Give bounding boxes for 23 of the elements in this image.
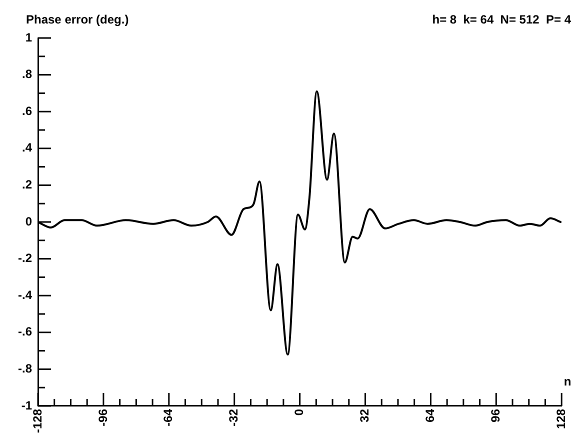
- chart-subtitle: h= 8 k= 64 N= 512 P= 4: [432, 12, 572, 26]
- x-axis-title: n: [564, 374, 572, 388]
- y-tick-label: .6: [22, 104, 32, 118]
- y-tick-label: .4: [22, 140, 32, 155]
- y-tick-label: 0: [25, 214, 32, 228]
- x-tick-label: -96: [96, 408, 110, 426]
- y-tick-label: -1: [21, 398, 32, 412]
- x-tick-label: -64: [161, 408, 176, 426]
- chart-title: Phase error (deg.): [26, 12, 129, 26]
- x-tick-label: 64: [423, 408, 438, 422]
- y-tick-label: -.2: [18, 251, 32, 266]
- x-tick-label: -128: [30, 408, 44, 434]
- y-tick-label: -.4: [18, 288, 32, 302]
- x-tick-label: 0: [292, 408, 306, 416]
- x-tick-label: 96: [488, 408, 502, 422]
- y-tick-label: -.8: [18, 361, 32, 376]
- y-tick-label: .8: [22, 67, 32, 82]
- y-tick-label: -.6: [18, 324, 32, 339]
- y-tick-label: .2: [22, 178, 32, 192]
- x-tick-label: -32: [226, 408, 241, 426]
- x-tick-label: 32: [358, 408, 372, 422]
- x-tick-label: 128: [554, 408, 568, 430]
- y-tick-label: 1: [25, 30, 32, 44]
